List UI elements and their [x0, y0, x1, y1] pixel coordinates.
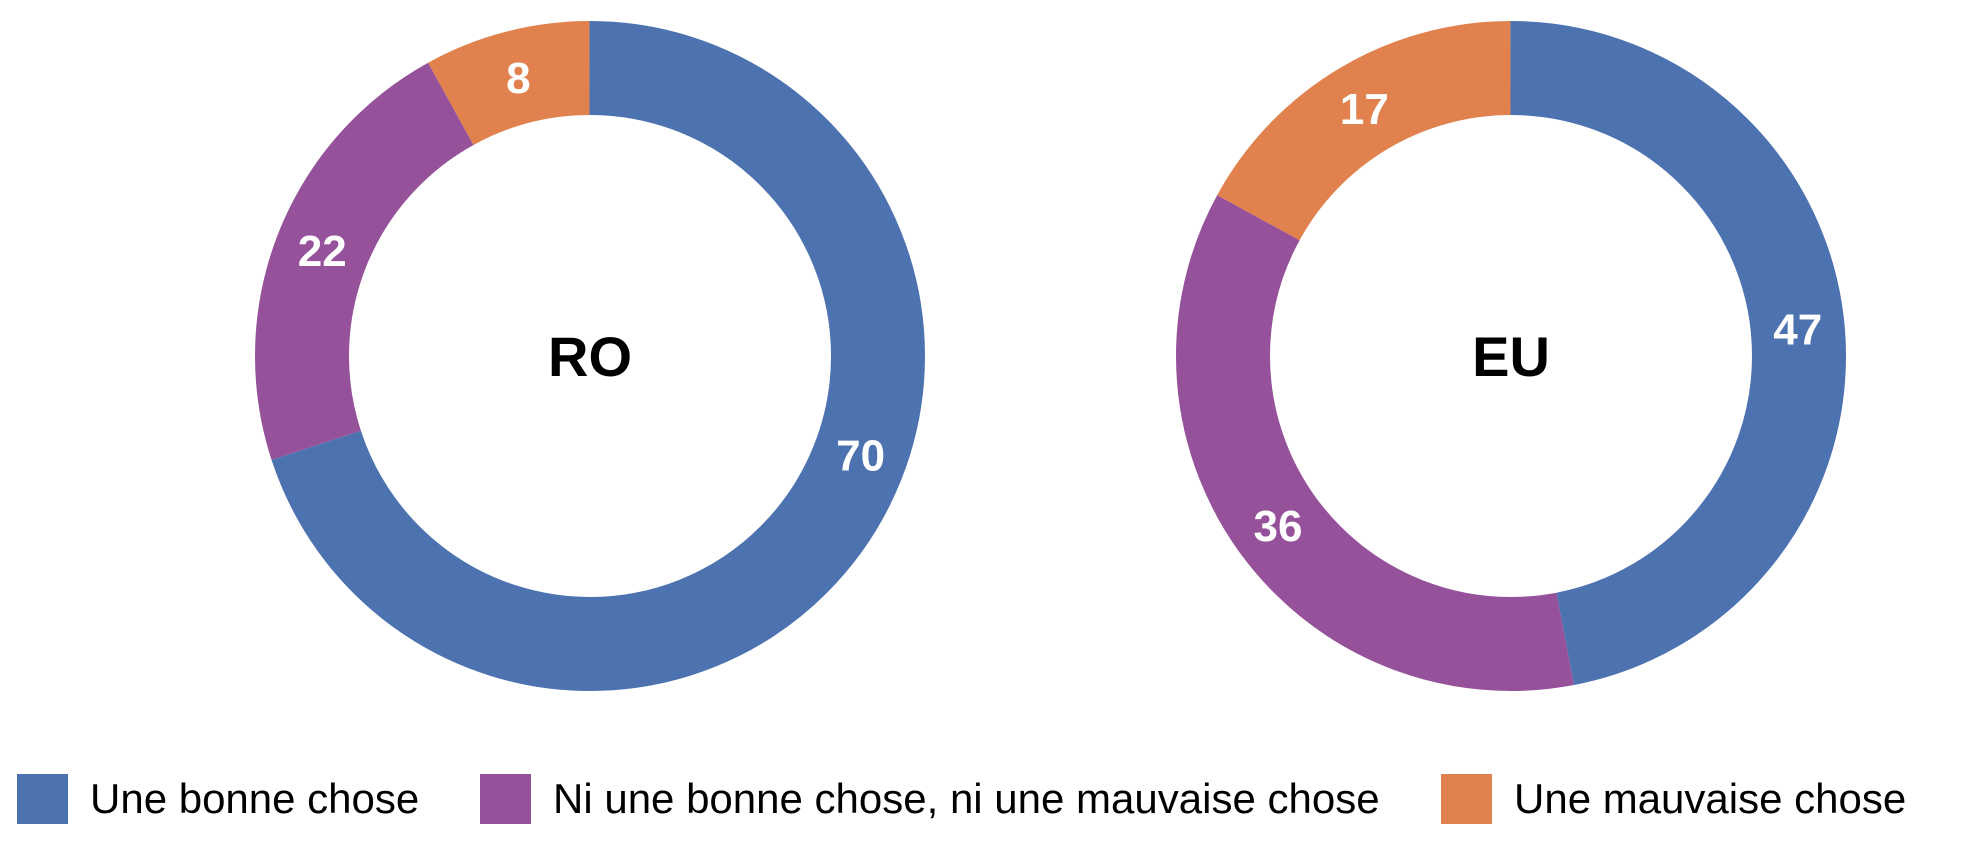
legend-swatch-bad	[1441, 774, 1492, 824]
donut-chart-ro: 70 22 8 RO	[252, 18, 928, 694]
donut-slice	[1176, 21, 1846, 691]
donut-center-label: RO	[548, 325, 632, 388]
legend-label-bad: Une mauvaise chose	[1514, 775, 1907, 822]
slice-value-label: 36	[1254, 502, 1303, 551]
donut-slice	[255, 21, 925, 691]
legend-item-good: Une bonne chose	[17, 773, 419, 825]
legend-swatch-good	[17, 774, 68, 824]
slice-value-label: 17	[1340, 85, 1389, 134]
slice-value-label: 47	[1773, 306, 1822, 355]
legend-label-neutral: Ni une bonne chose, ni une mauvaise chos…	[553, 775, 1380, 822]
donut-center-label: EU	[1472, 325, 1550, 388]
legend-swatch-neutral	[480, 774, 531, 824]
slice-value-label: 70	[836, 431, 885, 480]
legend-item-neutral: Ni une bonne chose, ni une mauvaise chos…	[480, 773, 1380, 825]
legend-item-bad: Une mauvaise chose	[1441, 773, 1906, 825]
donut-chart-eu: 47 36 17 EU	[1173, 18, 1849, 694]
slice-value-label: 8	[506, 54, 530, 103]
legend-label-good: Une bonne chose	[90, 775, 420, 822]
chart-legend: Une bonne chose Ni une bonne chose, ni u…	[0, 770, 1966, 830]
donut-slice	[1176, 21, 1846, 691]
donut-svg: 70 22 8 RO	[255, 21, 925, 691]
donut-svg: 47 36 17 EU	[1176, 21, 1846, 691]
donut-slice	[255, 21, 925, 691]
slice-value-label: 22	[298, 227, 347, 276]
